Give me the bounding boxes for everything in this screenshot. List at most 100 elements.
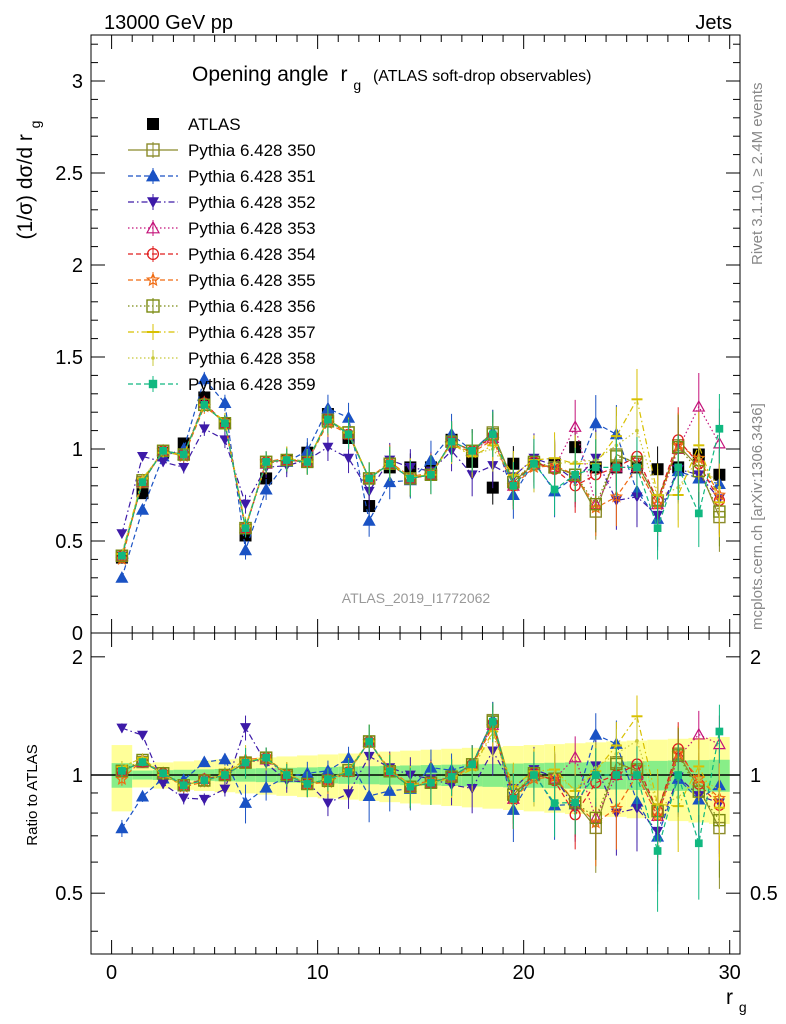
x-tick-label: 0 bbox=[106, 962, 117, 984]
marker bbox=[200, 400, 209, 409]
marker bbox=[717, 485, 722, 490]
y-tick-label: 2 bbox=[72, 255, 83, 277]
marker bbox=[137, 451, 149, 462]
marker bbox=[406, 782, 415, 791]
marker bbox=[179, 450, 188, 459]
marker bbox=[138, 758, 147, 766]
marker bbox=[568, 420, 582, 432]
marker bbox=[324, 775, 332, 784]
marker bbox=[383, 784, 397, 796]
marker bbox=[197, 372, 211, 385]
analysis-tag: ATLAS_2019_I1772062 bbox=[342, 590, 491, 606]
marker bbox=[612, 771, 621, 779]
marker bbox=[178, 463, 190, 473]
svg-text:Ratio to ATLAS: Ratio to ATLAS bbox=[24, 744, 41, 845]
series-line bbox=[121, 427, 720, 534]
marker bbox=[145, 168, 161, 182]
series-line bbox=[121, 397, 720, 555]
marker bbox=[571, 470, 580, 479]
x-axis-label-text: r bbox=[726, 986, 733, 1009]
marker bbox=[427, 470, 435, 479]
marker bbox=[159, 769, 167, 778]
series-line bbox=[121, 403, 720, 556]
legend-label: Pythia 6.428 354 bbox=[188, 245, 316, 264]
marker bbox=[198, 424, 210, 435]
marker bbox=[383, 475, 397, 488]
svg-text:Rivet 3.1.10, ≥ 2.4M events: Rivet 3.1.10, ≥ 2.4M events bbox=[749, 83, 766, 266]
marker bbox=[157, 457, 169, 468]
ratio-series bbox=[115, 695, 727, 912]
ratio-y-tick-label: 2 bbox=[72, 647, 83, 669]
marker bbox=[653, 524, 662, 532]
legend-entry-5: Pythia 6.428 354 bbox=[128, 245, 316, 264]
marker bbox=[138, 478, 147, 486]
marker bbox=[137, 730, 149, 741]
legend-entry-9: Pythia 6.428 358 bbox=[128, 349, 316, 368]
series-1 bbox=[115, 397, 726, 562]
marker bbox=[343, 789, 355, 800]
legend-label: Pythia 6.428 357 bbox=[188, 323, 316, 342]
marker bbox=[589, 811, 602, 825]
marker bbox=[322, 798, 334, 809]
marker bbox=[282, 771, 291, 779]
marker bbox=[344, 430, 353, 439]
y-tick-label: 2.5 bbox=[55, 163, 83, 185]
marker bbox=[571, 798, 580, 807]
marker bbox=[365, 474, 373, 483]
marker bbox=[147, 197, 159, 208]
x-tick-label: 30 bbox=[719, 962, 741, 984]
ratio-series-line bbox=[121, 724, 720, 824]
marker bbox=[591, 771, 600, 779]
series-line bbox=[121, 377, 720, 578]
marker bbox=[239, 796, 253, 808]
rivet-label: Rivet 3.1.10, ≥ 2.4M events bbox=[749, 83, 766, 266]
x-axis-label: r g bbox=[726, 986, 747, 1015]
marker bbox=[115, 772, 129, 785]
marker bbox=[715, 424, 724, 433]
x-axis-label-subscript: g bbox=[739, 999, 747, 1015]
chart-title-main: Opening angle bbox=[192, 63, 329, 86]
series-line bbox=[121, 405, 720, 560]
ratio-frame bbox=[90, 632, 741, 955]
marker bbox=[715, 727, 724, 736]
marker bbox=[303, 780, 312, 788]
chart-title: Opening angle r g (ATLAS soft-drop obser… bbox=[192, 63, 591, 95]
main-ticks: 0 0.5 1 1.5 2 2.5 3 bbox=[55, 35, 740, 645]
marker bbox=[240, 499, 252, 510]
chart-title-symbol: r bbox=[340, 63, 347, 86]
marker bbox=[362, 789, 376, 802]
marker bbox=[447, 772, 456, 781]
legend-entry-8: Pythia 6.428 357 bbox=[128, 323, 316, 342]
marker bbox=[322, 442, 334, 453]
marker bbox=[146, 143, 160, 157]
legend-entry-2: Pythia 6.428 351 bbox=[128, 167, 316, 186]
marker bbox=[115, 571, 129, 583]
ratio-y-label: Ratio to ATLAS bbox=[24, 744, 41, 845]
marker bbox=[674, 463, 683, 472]
marker bbox=[406, 474, 415, 483]
marker bbox=[343, 453, 355, 464]
legend-entry-6: Pythia 6.428 355 bbox=[128, 271, 316, 290]
marker bbox=[159, 446, 167, 455]
marker bbox=[259, 780, 273, 793]
legend-entry-4: Pythia 6.428 353 bbox=[128, 219, 316, 238]
legend-entry-10: Pythia 6.428 359 bbox=[128, 375, 316, 394]
marker bbox=[468, 760, 477, 769]
svg-text:(1/σ) dσ/d r g: (1/σ) dσ/d r g bbox=[14, 121, 43, 240]
marker bbox=[692, 399, 706, 412]
legend-label: Pythia 6.428 352 bbox=[188, 193, 316, 212]
ratio-band bbox=[91, 737, 740, 824]
y-tick-label: 1.5 bbox=[55, 347, 83, 369]
marker bbox=[717, 787, 722, 792]
marker bbox=[147, 118, 159, 130]
ratio-y-tick-label: 1 bbox=[72, 765, 83, 787]
y-tick-label: 3 bbox=[72, 71, 83, 93]
marker bbox=[148, 379, 158, 389]
marker bbox=[609, 801, 624, 815]
marker bbox=[197, 755, 211, 768]
legend-label: ATLAS bbox=[188, 115, 241, 134]
mcplots-label: mcplots.cern.ch [arXiv:1306.3436] bbox=[749, 403, 766, 630]
ratio-series-line bbox=[121, 726, 720, 833]
marker bbox=[468, 446, 477, 455]
